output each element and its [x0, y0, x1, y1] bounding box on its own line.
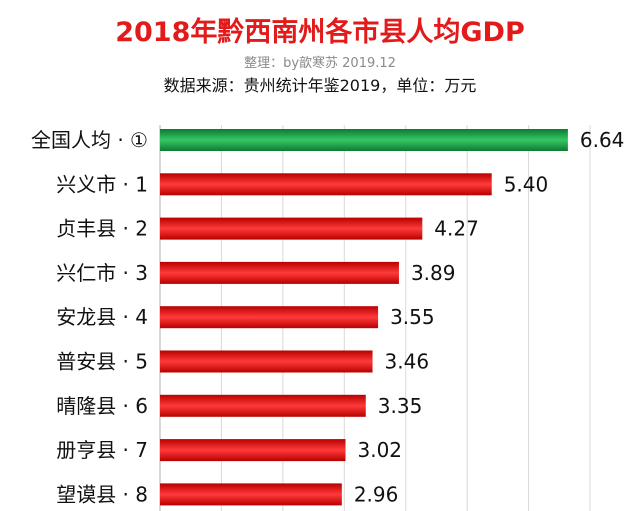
chart-title: 2018年黔西南州各市县人均GDP [115, 17, 525, 48]
bar-4 [160, 261, 399, 284]
category-label: 望谟县 · 8 [56, 482, 148, 506]
category-label: 晴隆县 · 6 [56, 394, 148, 418]
value-label: 3.46 [385, 350, 430, 374]
category-label: 普安县 · 5 [56, 350, 148, 374]
category-label: 册亨县 · 7 [56, 438, 148, 462]
category-label: 兴仁市 · 3 [56, 261, 148, 285]
bar-2 [160, 173, 492, 196]
category-label: 安龙县 · 4 [56, 305, 148, 329]
bar-3 [160, 217, 423, 240]
value-label: 5.40 [504, 172, 549, 196]
bar-6 [160, 350, 373, 373]
bar-8 [160, 439, 346, 462]
value-label: 3.55 [390, 305, 435, 329]
category-label: 兴义市 · 1 [56, 172, 148, 196]
value-label: 3.89 [411, 261, 456, 285]
bar-1 [160, 129, 568, 151]
bar-7 [160, 394, 366, 417]
bar-5 [160, 306, 379, 329]
value-label: 2.96 [354, 482, 399, 506]
value-label: 3.02 [358, 438, 403, 462]
chart-credit: 整理：by歆寒苏 2019.12 [244, 56, 396, 71]
value-label: 3.35 [378, 394, 423, 418]
chart-source-note: 数据来源：贵州统计年鉴2019，单位：万元 [163, 76, 477, 95]
value-label: 4.27 [434, 217, 479, 241]
bar-9 [160, 483, 342, 506]
category-label: 贞丰县 · 2 [56, 217, 148, 241]
category-label: 全国人均 · ① [31, 128, 148, 152]
value-label: 6.64 [580, 128, 625, 152]
